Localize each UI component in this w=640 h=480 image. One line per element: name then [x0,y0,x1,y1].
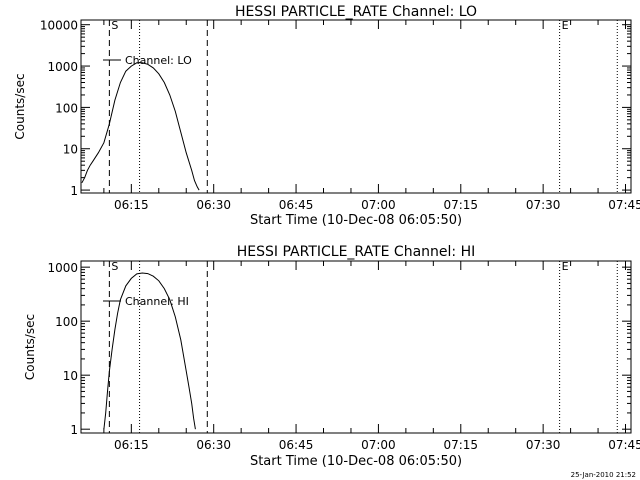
y-tick-label: 10 [63,143,78,157]
x-tick-label: 06:45 [279,438,314,452]
x-tick-label: 07:45 [608,438,640,452]
y-tick-label: 1000 [47,261,78,275]
y-axis-label: Counts/sec [23,314,37,380]
x-tick-label: 06:30 [196,198,231,212]
y-axis-label: Counts/sec [13,73,27,139]
y-tick-label: 1000 [47,60,78,74]
y-tick-label: 1 [70,184,78,198]
x-tick-label: 06:15 [114,438,149,452]
marker-label-E: E [562,260,569,273]
x-tick-label: 07:45 [608,198,640,212]
y-tick-label: 1 [70,423,78,437]
y-tick-label: 100 [55,315,78,329]
marker-label-S: S [111,19,118,32]
plot-frame [80,19,632,194]
y-tick-label: 10 [63,369,78,383]
series-line-0 [81,62,200,191]
x-tick-label: 07:15 [443,198,478,212]
x-axis-label: Start Time (10-Dec-08 06:05:50) [250,454,462,469]
x-tick-label: 07:30 [526,438,561,452]
y-tick-label: 100 [55,101,78,115]
legend-label: Channel: HI [125,295,189,308]
series-line-0 [103,272,196,430]
chart-panel-lo: HESSI PARTICLE_RATE Channel: LO Start Tim… [13,4,640,228]
y-tick-label: 10000 [40,19,78,33]
x-tick-label: 06:45 [279,198,314,212]
x-tick-label: 07:30 [526,198,561,212]
chart-title: HESSI PARTICLE_RATE Channel: HI [237,244,475,260]
chart-panel-hi: HESSI PARTICLE_RATE Channel: HI Start Tim… [23,244,640,469]
x-tick-label: 06:30 [196,438,231,452]
legend-label: Channel: LO [125,54,192,67]
chart-title: HESSI PARTICLE_RATE Channel: LO [235,4,477,20]
marker-label-S: S [111,260,118,273]
x-tick-label: 07:00 [361,438,396,452]
x-tick-label: 07:15 [443,438,478,452]
x-tick-label: 06:15 [114,198,149,212]
plot-frame [80,260,632,434]
x-axis-label: Start Time (10-Dec-08 06:05:50) [250,213,462,228]
x-tick-label: 07:00 [361,198,396,212]
marker-label-E: E [562,19,569,32]
footer-timestamp: 25-Jan-2010 21:52 [571,471,636,479]
